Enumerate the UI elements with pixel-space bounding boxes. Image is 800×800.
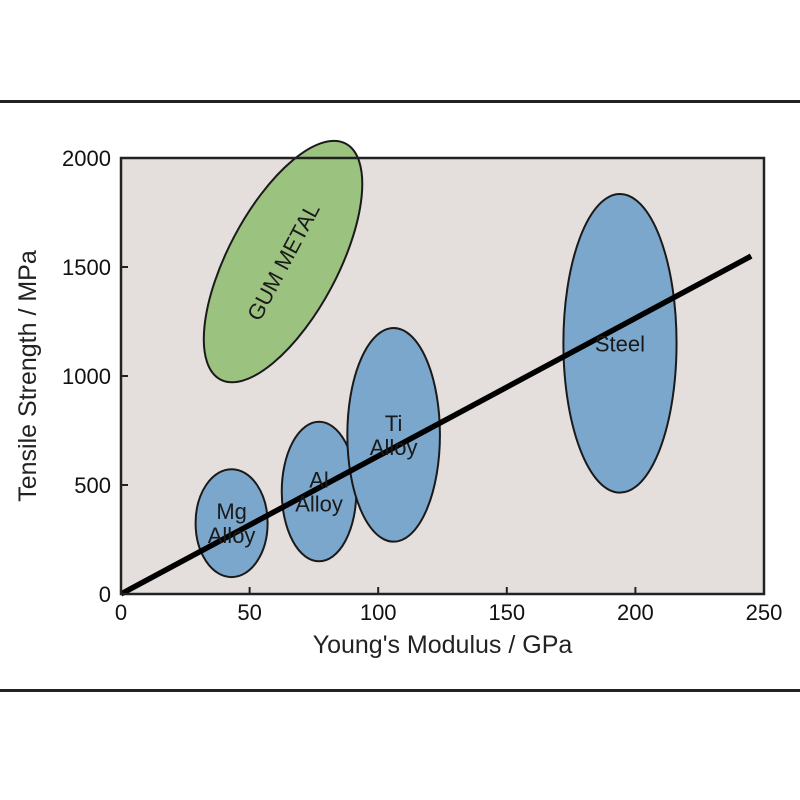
x-tick-label: 250 <box>746 600 783 625</box>
region-label-ti-alloy: Ti Alloy <box>370 411 418 460</box>
region-label-line: Mg <box>216 499 247 524</box>
x-axis-title: Young's Modulus / GPa <box>313 631 573 659</box>
regions-layer <box>194 139 678 579</box>
region-label-steel: Steel <box>595 331 645 356</box>
region-label-line: Ti <box>385 411 403 436</box>
region-label-line: Alloy <box>370 435 418 460</box>
y-tick-label: 0 <box>99 582 111 607</box>
region-mg-alloy <box>194 468 269 579</box>
region-label-line: Al <box>309 468 329 493</box>
region-gum-metal <box>202 139 364 384</box>
region-label-mg-alloy: Mg Alloy <box>208 499 256 548</box>
y-tick-label: 2000 <box>62 146 111 171</box>
x-tick-label: 150 <box>488 600 525 625</box>
trend-line <box>119 253 753 597</box>
region-label-al-alloy: Al Alloy <box>295 468 343 517</box>
region-ti-alloy <box>346 327 441 543</box>
ticks-layer: 0 50 100 150 200 250 0 500 1000 1500 2000 <box>62 146 782 625</box>
y-tick-label: 500 <box>74 473 111 498</box>
region-label-line: Steel <box>595 331 645 356</box>
region-steel <box>562 192 678 494</box>
x-tick-label: 100 <box>360 600 397 625</box>
y-tick-label: 1500 <box>62 255 111 280</box>
x-tick-label: 50 <box>237 600 261 625</box>
x-tick-label: 200 <box>617 600 654 625</box>
bottom-rule <box>0 689 800 692</box>
top-rule <box>0 100 800 103</box>
region-label-line: Alloy <box>295 492 343 517</box>
region-label-line: Alloy <box>208 523 256 548</box>
x-tick-label: 0 <box>115 600 127 625</box>
y-axis-title: Tensile Strength / MPa <box>14 250 42 502</box>
y-tick-label: 1000 <box>62 364 111 389</box>
